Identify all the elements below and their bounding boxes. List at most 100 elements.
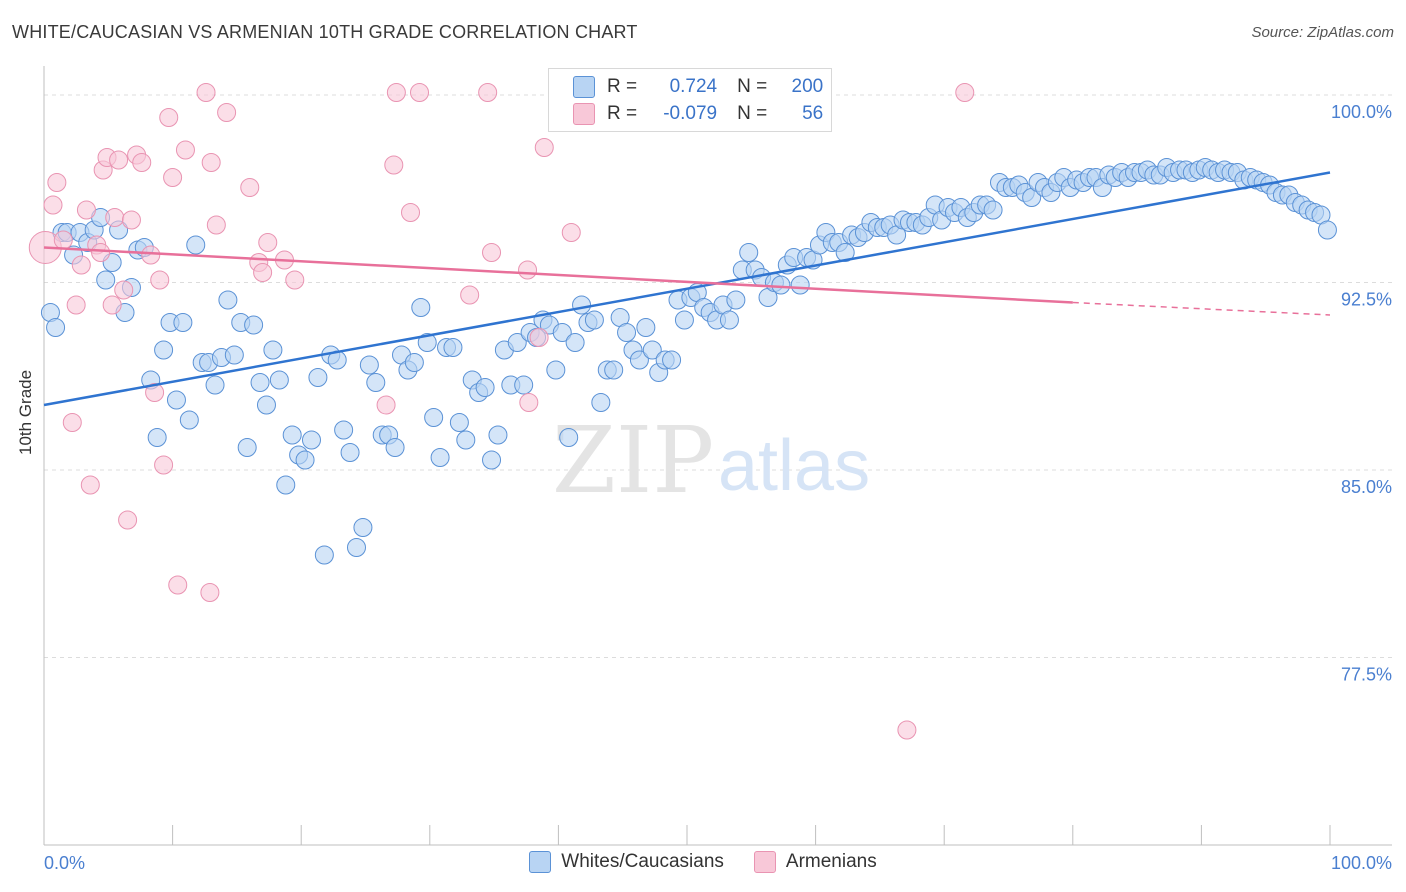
data-point-whites xyxy=(1317,220,1337,240)
data-point-armenians xyxy=(43,195,63,215)
data-point-armenians xyxy=(376,395,396,415)
data-point-armenians xyxy=(201,153,221,172)
data-point-armenians xyxy=(401,203,421,222)
data-point-whites xyxy=(263,340,283,360)
data-point-whites xyxy=(334,420,354,440)
data-point-armenians xyxy=(154,455,174,475)
legend-row-armenians: R = -0.079 N = 56 xyxy=(573,102,823,126)
data-point-armenians xyxy=(206,215,226,235)
data-point-whites xyxy=(507,333,527,352)
x-tick-labels: 0.0% 100.0% xyxy=(44,853,1392,873)
blue-swatch-icon xyxy=(529,851,552,873)
data-point-whites xyxy=(269,370,289,390)
data-point-armenians xyxy=(80,475,100,495)
data-point-whites xyxy=(449,413,469,432)
data-point-armenians xyxy=(258,233,278,252)
y-tick-label: 85.0% xyxy=(1341,477,1392,497)
data-point-armenians xyxy=(109,150,129,170)
legend-item-whites[interactable]: Whites/Caucasians xyxy=(529,851,724,873)
data-point-armenians xyxy=(141,245,161,265)
y-tick-label: 92.5% xyxy=(1341,290,1392,310)
data-point-whites xyxy=(604,360,624,380)
data-point-armenians xyxy=(121,210,141,230)
data-point-whites xyxy=(237,438,257,457)
data-point-whites xyxy=(662,350,682,370)
data-point-whites xyxy=(256,395,276,415)
data-point-whites xyxy=(443,338,463,357)
chart-title: WHITE/CAUCASIAN VS ARMENIAN 10TH GRADE C… xyxy=(12,22,638,42)
data-point-whites xyxy=(179,410,199,430)
data-point-armenians xyxy=(253,263,273,282)
data-point-whites xyxy=(218,290,238,310)
data-point-whites xyxy=(404,353,424,372)
data-point-armenians xyxy=(200,583,220,602)
data-point-whites xyxy=(424,408,444,427)
data-point-whites xyxy=(739,243,759,262)
trend-lines xyxy=(43,171,1331,407)
data-point-whites xyxy=(559,428,579,447)
stats-legend: R = 0.724 N = 200 R = -0.079 N = 56 xyxy=(548,68,832,132)
data-point-armenians xyxy=(66,295,86,315)
data-point-armenians xyxy=(519,393,539,412)
data-point-whites xyxy=(552,323,572,342)
y-tick-label: 77.5% xyxy=(1341,665,1392,685)
data-point-armenians xyxy=(47,173,67,192)
r-value: -0.079 xyxy=(663,103,718,124)
data-point-armenians xyxy=(285,270,305,290)
series-legend: Whites/Caucasians Armenians xyxy=(0,851,1406,873)
data-point-armenians xyxy=(105,208,125,227)
legend-label-armenians: Armenians xyxy=(785,851,877,872)
data-point-whites xyxy=(205,375,225,395)
data-point-armenians xyxy=(102,295,122,315)
data-point-whites xyxy=(366,373,386,392)
data-point-armenians xyxy=(460,285,480,305)
data-point-whites xyxy=(456,430,476,450)
data-point-armenians xyxy=(384,155,404,175)
data-point-armenians xyxy=(217,103,237,122)
data-point-armenians xyxy=(145,383,165,402)
data-point-whites xyxy=(340,443,360,462)
data-point-whites xyxy=(475,378,495,397)
data-point-whites xyxy=(565,333,585,352)
watermark-zip: ZIP xyxy=(552,407,714,514)
data-point-armenians xyxy=(534,138,554,157)
legend-item-armenians[interactable]: Armenians xyxy=(753,851,877,873)
data-point-whites xyxy=(674,310,694,330)
data-point-armenians xyxy=(897,720,917,740)
legend-row-whites: R = 0.724 N = 200 xyxy=(573,75,823,99)
data-point-whites xyxy=(411,298,431,317)
x-tick-label: 0.0% xyxy=(44,853,85,873)
data-point-whites xyxy=(46,318,66,337)
data-point-whites xyxy=(636,318,656,337)
data-point-whites xyxy=(482,450,502,470)
watermark-atlas: atlas xyxy=(718,426,870,506)
data-point-whites xyxy=(629,350,649,370)
data-point-whites xyxy=(359,355,379,375)
data-point-armenians xyxy=(91,243,111,262)
data-point-armenians xyxy=(163,168,183,187)
n-label: N = xyxy=(737,103,768,124)
n-value: 200 xyxy=(791,76,824,97)
data-point-armenians xyxy=(196,83,216,102)
data-point-whites xyxy=(346,538,366,557)
data-point-armenians xyxy=(53,230,73,250)
n-label: N = xyxy=(737,76,768,97)
data-point-whites xyxy=(314,545,334,565)
data-point-whites xyxy=(154,340,174,360)
data-point-armenians xyxy=(150,270,170,290)
data-point-armenians xyxy=(76,200,96,220)
data-point-whites xyxy=(295,450,315,470)
trend-line-whites xyxy=(43,171,1331,407)
data-point-armenians xyxy=(561,223,581,242)
axes xyxy=(43,66,1392,846)
x-tick-label: 100.0% xyxy=(1331,853,1392,873)
data-point-whites xyxy=(488,425,508,445)
legend-label-whites: Whites/Caucasians xyxy=(561,851,724,872)
data-point-whites xyxy=(308,368,328,387)
data-point-whites xyxy=(282,425,302,445)
data-point-armenians xyxy=(529,328,549,347)
blue-swatch-icon xyxy=(573,76,595,98)
data-point-whites xyxy=(514,375,534,395)
trend-line-armenians xyxy=(43,246,1073,304)
